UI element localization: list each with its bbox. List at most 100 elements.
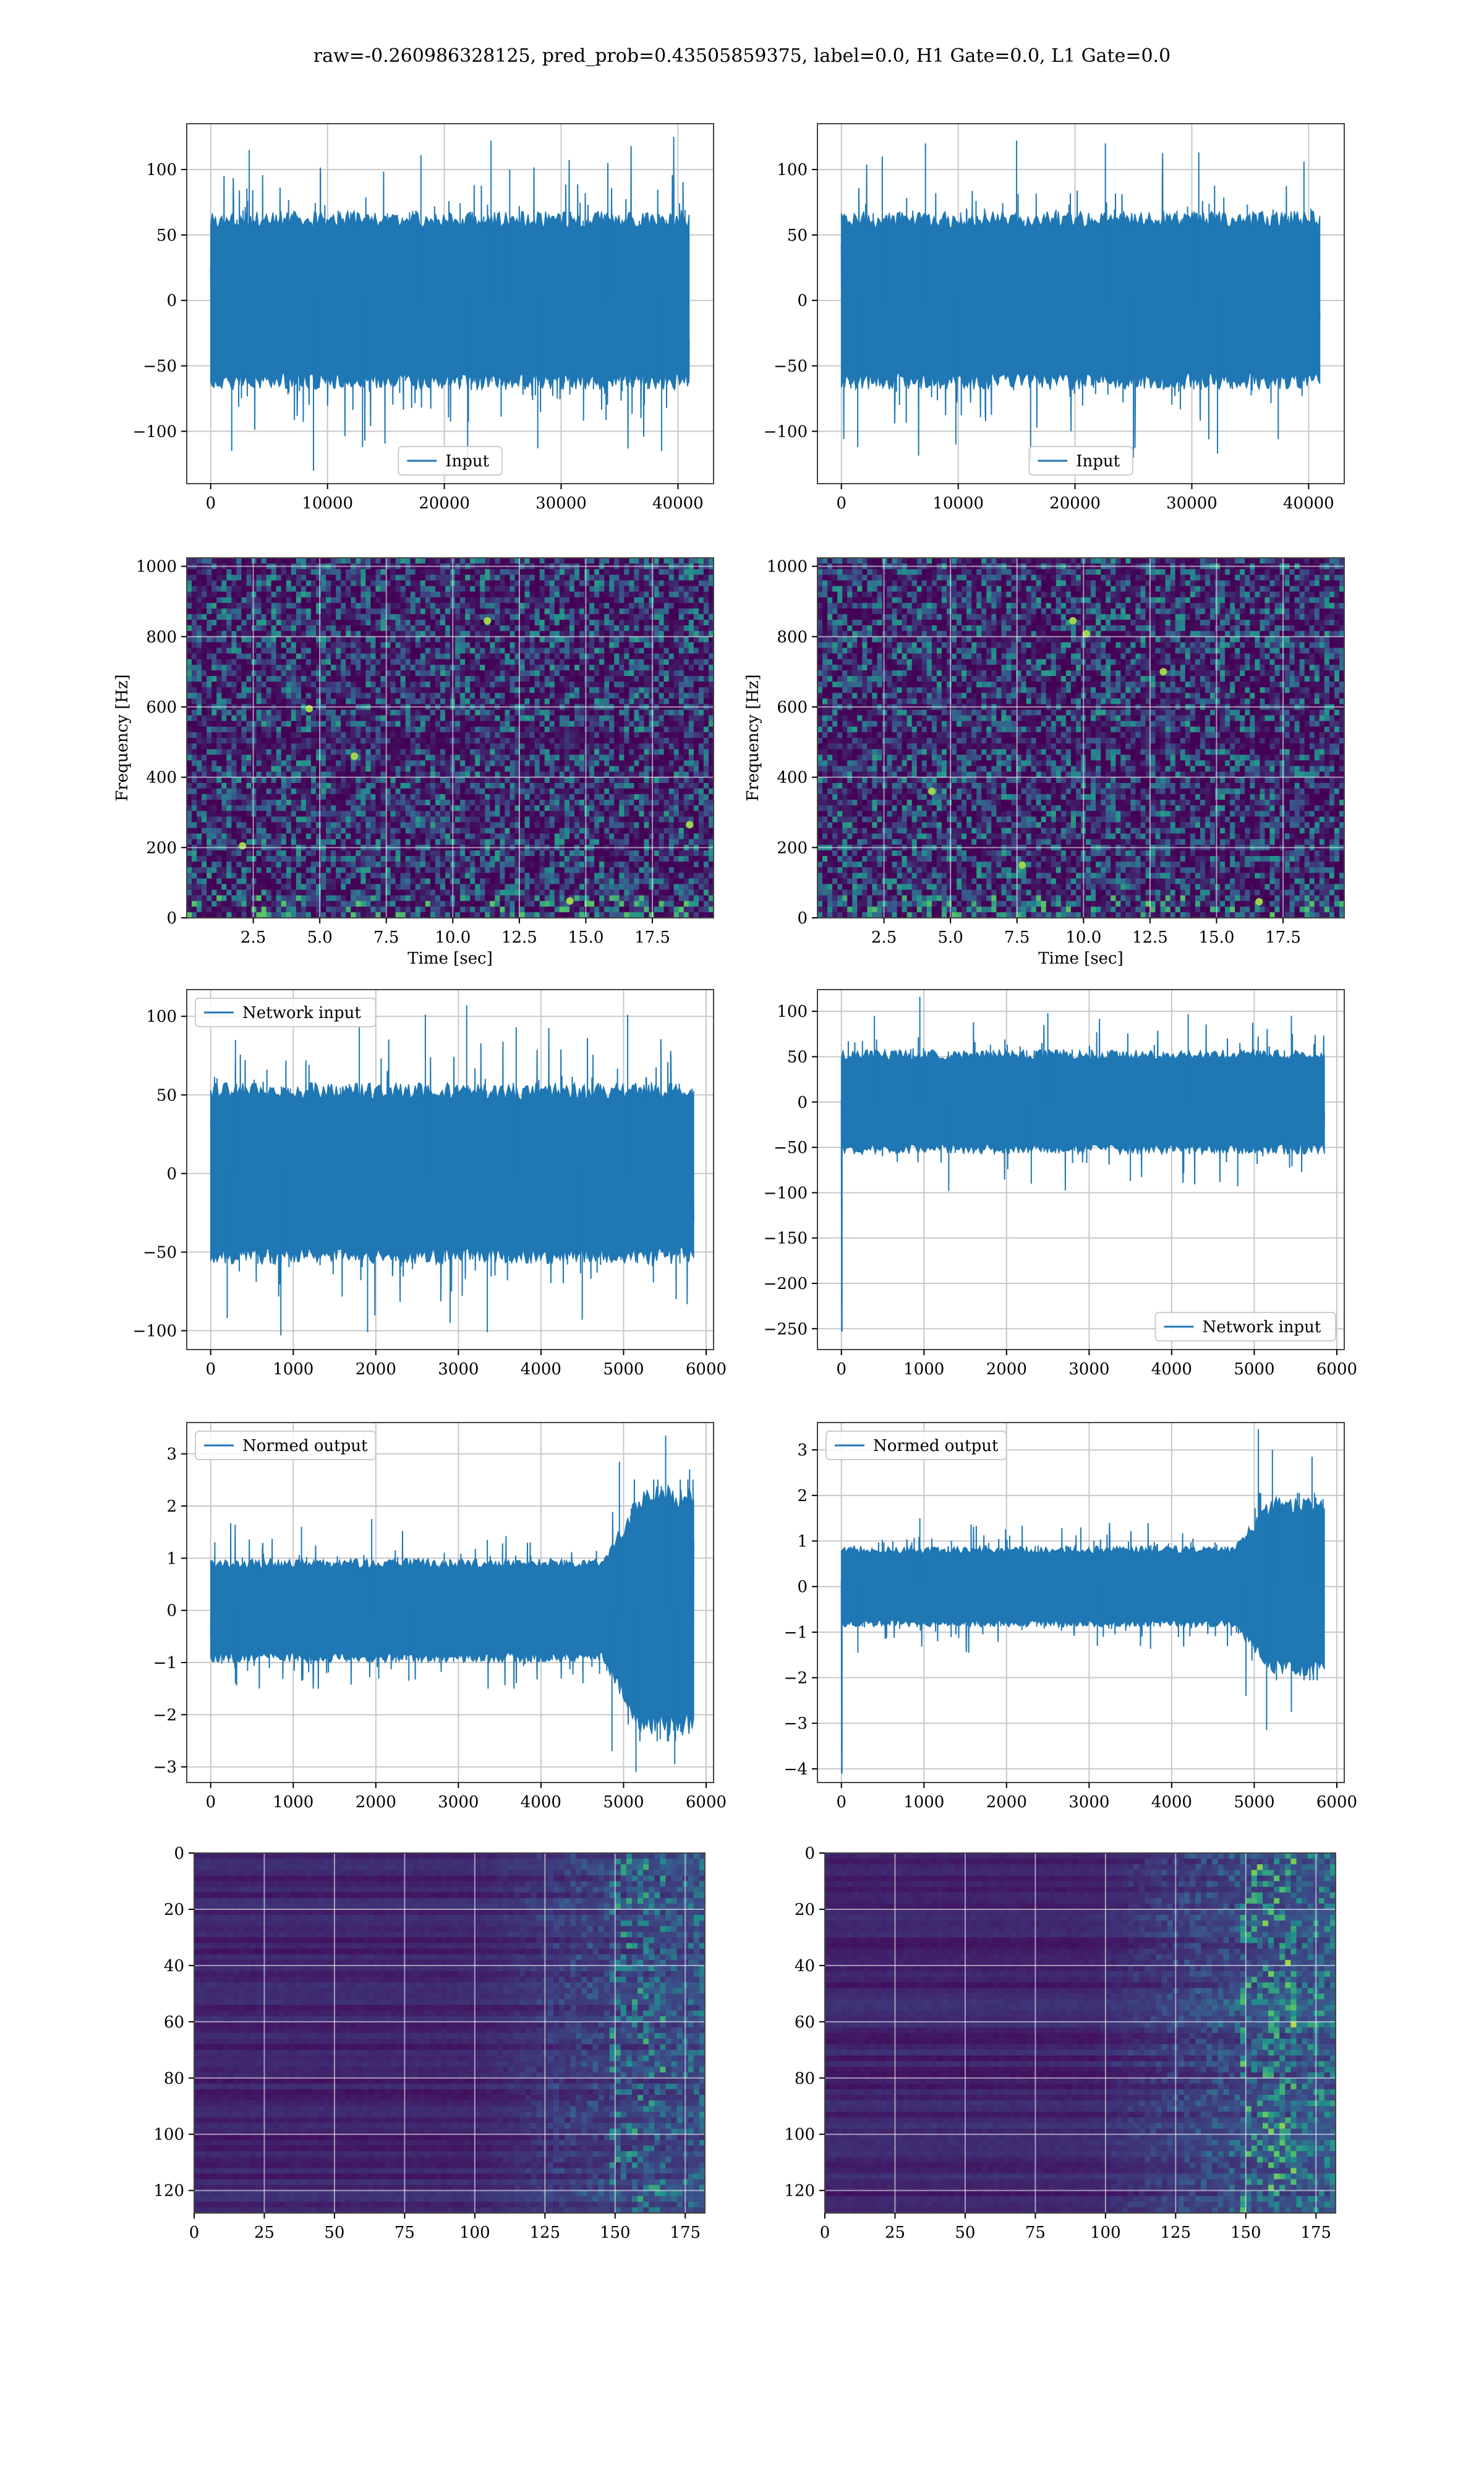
heatmap-cell	[604, 614, 610, 620]
heatmap-cell	[460, 771, 466, 778]
heatmap-cell	[211, 648, 217, 654]
heatmap-cell	[286, 620, 292, 626]
heatmap-cell	[261, 642, 267, 649]
heatmap-cell	[678, 636, 684, 643]
heatmap-cell	[470, 766, 475, 773]
heatmap-cell	[673, 558, 680, 564]
heatmap-cell	[420, 726, 426, 733]
heatmap-cell	[624, 771, 629, 778]
heatmap-cell	[410, 782, 416, 789]
heatmap-cell	[305, 653, 312, 660]
heatmap-cell	[688, 788, 694, 795]
heatmap-cell	[554, 558, 560, 564]
heatmap-cell	[365, 788, 371, 795]
heatmap-cell	[460, 682, 466, 688]
heatmap-cell	[415, 620, 421, 626]
heatmap-cell	[649, 591, 655, 598]
heatmap-cell	[336, 580, 341, 587]
heatmap-cell	[296, 760, 302, 767]
heatmap-cell	[356, 614, 361, 620]
heatmap-cell	[231, 602, 237, 609]
heatmap-cell	[301, 631, 307, 637]
heatmap-cell	[659, 732, 665, 738]
heatmap-cell	[549, 670, 555, 677]
heatmap-cell	[624, 558, 629, 564]
heatmap-cell	[430, 811, 436, 817]
heatmap-cell	[703, 766, 709, 773]
heatmap-cell	[639, 811, 644, 817]
heatmap-cell	[534, 620, 540, 626]
heatmap-cell	[256, 636, 262, 643]
heatmap-cell	[514, 726, 521, 733]
heatmap-cell	[321, 558, 326, 564]
heatmap-cell	[246, 805, 252, 811]
heatmap-cell	[629, 670, 634, 677]
heatmap-cell	[440, 597, 446, 604]
heatmap-cell	[480, 569, 485, 575]
heatmap-cell	[649, 693, 655, 699]
heatmap-cell	[495, 738, 500, 744]
heatmap-cell	[236, 636, 242, 643]
heatmap-cell	[301, 625, 307, 631]
heatmap-cell	[390, 682, 396, 688]
heatmap-cell	[256, 682, 262, 688]
heatmap-cell	[639, 631, 644, 637]
heatmap-cell	[390, 569, 396, 575]
heatmap-cell	[321, 738, 326, 744]
heatmap-cell	[490, 715, 495, 722]
heatmap-cell	[316, 597, 322, 604]
heatmap-cell	[276, 732, 282, 738]
heatmap-cell	[226, 648, 232, 654]
heatmap-cell	[301, 620, 307, 626]
heatmap-cell	[356, 636, 361, 643]
heatmap-cell	[703, 648, 709, 654]
heatmap-cell	[440, 614, 446, 620]
heatmap-cell	[569, 591, 575, 598]
heatmap-cell	[709, 642, 714, 649]
heatmap-cell	[698, 631, 704, 637]
heatmap-cell	[624, 569, 629, 575]
heatmap-cell	[584, 580, 590, 587]
heatmap-cell	[202, 800, 207, 806]
heatmap-cell	[490, 766, 495, 773]
heatmap-cell	[301, 648, 307, 654]
heatmap-cell	[241, 766, 247, 773]
heatmap-cell	[514, 709, 521, 716]
heatmap-cell	[226, 653, 232, 660]
heatmap-cell	[390, 771, 396, 778]
heatmap-cell	[221, 726, 227, 733]
heatmap-cell	[579, 597, 585, 604]
heatmap-cell	[395, 586, 401, 593]
heatmap-cell	[305, 597, 312, 604]
heatmap-cell	[400, 805, 406, 811]
heatmap-cell	[360, 580, 366, 587]
heatmap-cell	[321, 602, 326, 609]
heatmap-cell	[276, 755, 282, 761]
heatmap-cell	[375, 642, 381, 649]
heatmap-cell	[310, 721, 317, 727]
heatmap-cell	[529, 743, 535, 750]
heatmap-cell	[430, 800, 436, 806]
heatmap-cell	[470, 743, 475, 750]
heatmap-cell	[202, 642, 207, 649]
heatmap-cell	[475, 614, 480, 620]
heatmap-cell	[510, 709, 516, 716]
heatmap-cell	[420, 766, 426, 773]
heatmap-cell	[539, 558, 545, 564]
heatmap-cell	[624, 597, 629, 604]
heatmap-cell	[336, 766, 341, 773]
heatmap-cell	[693, 709, 699, 716]
heatmap-cell	[351, 580, 356, 587]
heatmap-cell	[544, 771, 550, 778]
heatmap-cell	[678, 721, 684, 727]
heatmap-cell	[395, 715, 401, 722]
heatmap-cell	[594, 715, 600, 722]
heatmap-cell	[659, 670, 665, 677]
heatmap-cell	[192, 580, 197, 587]
heatmap-cell	[589, 771, 595, 778]
heatmap-cell	[554, 682, 560, 688]
heatmap-cell	[559, 653, 565, 660]
heatmap-cell	[197, 608, 202, 615]
heatmap-cell	[678, 794, 684, 800]
heatmap-cell	[709, 597, 714, 604]
